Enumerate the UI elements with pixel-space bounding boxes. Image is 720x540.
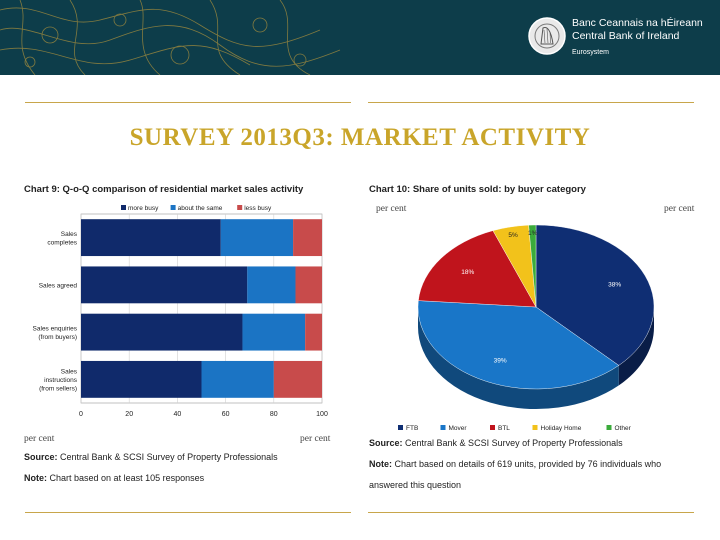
divider-bottom-right	[368, 512, 694, 513]
legend-label: Mover	[449, 425, 468, 432]
pie-slice-label: 18%	[461, 269, 474, 276]
x-tick-label: 40	[174, 411, 182, 418]
legend-swatch	[170, 205, 176, 210]
category-label: Sales agreed	[39, 282, 78, 289]
chart10-note-line2: answered this question	[369, 480, 462, 490]
x-tick-label: 80	[270, 411, 278, 418]
source-label: Source:	[24, 452, 58, 462]
chart9-unit-right: per cent	[300, 434, 331, 444]
chart10-source: Source: Central Bank & SCSI Survey of Pr…	[369, 438, 623, 448]
legend-label: FTB	[406, 425, 418, 432]
chart10-note: Note: Chart based on details of 619 unit…	[369, 459, 661, 469]
bar-segment	[220, 219, 294, 257]
pie-slice-side	[618, 307, 654, 386]
bar-segment	[247, 266, 296, 304]
divider-top-right	[368, 102, 694, 103]
harp-seal-logo	[528, 17, 566, 55]
pie-slice-label: 39%	[494, 358, 507, 365]
page-title: SURVEY 2013Q3: MARKET ACTIVITY	[129, 124, 591, 151]
legend-label: Other	[615, 425, 632, 432]
x-tick-label: 20	[125, 411, 133, 418]
legend-swatch	[532, 425, 538, 430]
legend-swatch	[398, 425, 403, 430]
x-tick-label: 60	[222, 411, 230, 418]
pie-slice-label: 5%	[508, 232, 518, 239]
legend-label: Holiday Home	[541, 425, 582, 432]
bar-segment	[81, 219, 221, 257]
bar-segment	[242, 313, 306, 351]
legend-label: BTL	[498, 425, 510, 432]
bank-name: Banc Ceannais na hÉireann Central Bank o…	[572, 17, 703, 59]
x-tick-label: 100	[316, 411, 328, 418]
chart9-unit-left: per cent	[24, 434, 55, 444]
source-label: Source:	[369, 438, 403, 448]
pie-chart: 38% 39% 18% 5% 1% FTB Mover BTL Holiday Home Othe…	[398, 224, 655, 432]
header-banner: Banc Ceannais na hÉireann Central Bank o…	[0, 0, 720, 75]
note-label: Note:	[24, 473, 47, 483]
bar-chart: 0 20 40 60 80 100 more busy about the same less …	[33, 205, 328, 418]
pie-slice-label: 38%	[608, 282, 621, 289]
bar-segment	[81, 360, 202, 398]
category-label: Sales	[61, 231, 78, 238]
chart10-unit-right: per cent	[664, 204, 695, 214]
category-label: completes	[47, 239, 77, 246]
eurosystem-label: Eurosystem	[572, 49, 609, 56]
chart10-unit-left: per cent	[376, 204, 407, 214]
bank-name-irish: Banc Ceannais na hÉireann	[572, 17, 703, 29]
legend-swatch	[237, 205, 243, 210]
bank-name-english: Central Bank of Ireland	[572, 30, 680, 42]
chart9-source: Source: Central Bank & SCSI Survey of Pr…	[24, 452, 278, 462]
category-label: instructions	[44, 377, 78, 384]
chart9-title: Chart 9: Q-o-Q comparison of residential…	[24, 184, 304, 195]
pie-slice-side	[418, 307, 619, 409]
category-label: Sales enquiries	[33, 325, 78, 332]
divider-bottom-left	[25, 512, 351, 513]
divider-top-left	[25, 102, 351, 103]
legend-swatch	[490, 425, 495, 430]
bar-segment	[295, 266, 322, 304]
legend-swatch	[121, 205, 126, 210]
chart10-title: Chart 10: Share of units sold: by buyer …	[369, 184, 586, 195]
bar-segment	[81, 266, 248, 304]
x-tick-label: 0	[79, 411, 83, 418]
pie-slice	[418, 230, 537, 308]
note-text: Chart based on details of 619 units, pro…	[394, 459, 662, 469]
legend-label: more busy	[128, 205, 159, 212]
category-label: Sales	[61, 368, 78, 375]
pie-slice	[528, 224, 537, 308]
pie-slice	[535, 224, 655, 366]
bar-segment	[273, 360, 322, 398]
pie-slice-label: 1%	[528, 230, 538, 237]
bar-segment	[293, 219, 322, 257]
legend-label: about the same	[178, 205, 223, 212]
bar-segment	[81, 313, 243, 351]
legend-swatch	[440, 425, 446, 430]
note-label: Note:	[369, 459, 392, 469]
bar-segment	[305, 313, 322, 351]
bar-segment	[201, 360, 274, 398]
category-label: (from sellers)	[39, 385, 77, 392]
category-label: (from buyers)	[38, 334, 77, 341]
chart9-note: Note: Chart based on at least 105 respon…	[24, 473, 204, 483]
decorative-pattern	[0, 0, 341, 75]
source-text: Central Bank & SCSI Survey of Property P…	[405, 438, 623, 448]
pie-slice	[417, 300, 620, 390]
note-text: Chart based on at least 105 responses	[49, 473, 205, 483]
legend-label: less busy	[244, 205, 272, 212]
legend-swatch	[606, 425, 612, 430]
source-text: Central Bank & SCSI Survey of Property P…	[60, 452, 278, 462]
